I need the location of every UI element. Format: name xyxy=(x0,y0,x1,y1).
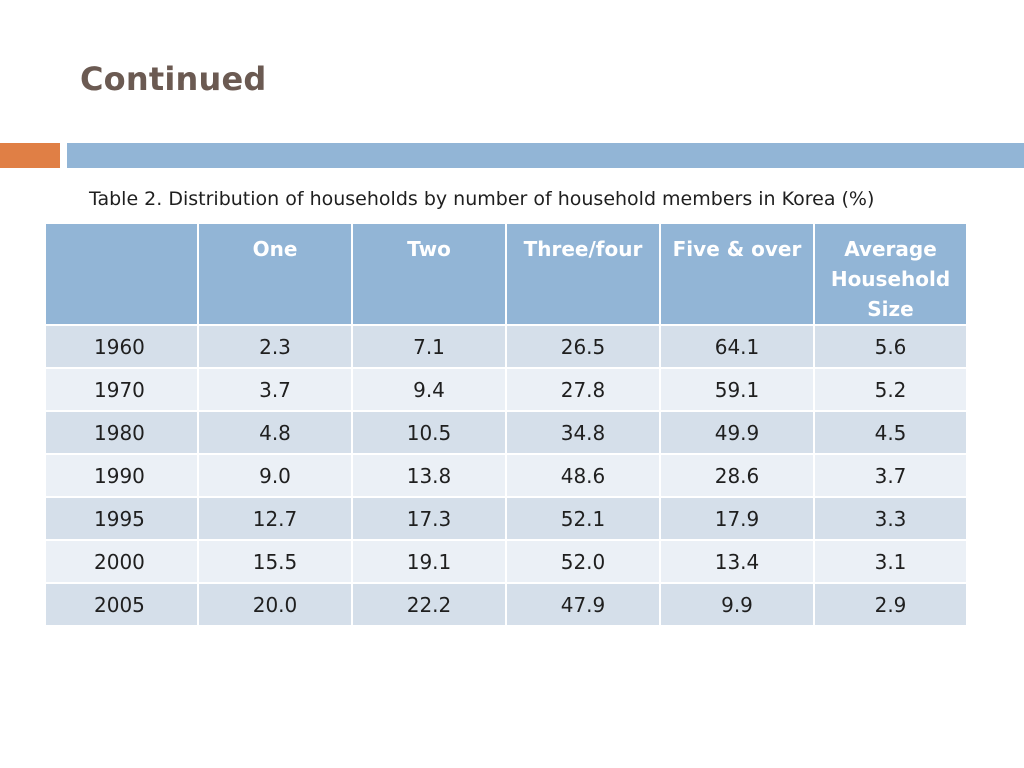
value-cell: 4.8 xyxy=(197,410,353,455)
value-cell: 52.1 xyxy=(505,496,661,541)
value-cell: 17.9 xyxy=(659,496,815,541)
header-cell-average-size: Average Household Size xyxy=(813,222,968,326)
value-cell: 34.8 xyxy=(505,410,661,455)
year-cell: 1960 xyxy=(44,324,199,369)
year-cell: 2000 xyxy=(44,539,199,584)
value-cell: 52.0 xyxy=(505,539,661,584)
table-row: 1970 3.7 9.4 27.8 59.1 5.2 xyxy=(44,367,968,412)
value-cell: 5.2 xyxy=(813,367,968,412)
table-caption: Table 2. Distribution of households by n… xyxy=(89,188,875,210)
value-cell: 28.6 xyxy=(659,453,815,498)
value-cell: 9.9 xyxy=(659,582,815,627)
value-cell: 17.3 xyxy=(351,496,507,541)
table-row: 1995 12.7 17.3 52.1 17.9 3.3 xyxy=(44,496,968,541)
year-cell: 1980 xyxy=(44,410,199,455)
table-row: 2005 20.0 22.2 47.9 9.9 2.9 xyxy=(44,582,968,627)
year-cell: 1995 xyxy=(44,496,199,541)
header-cell-three-four: Three/four xyxy=(505,222,661,326)
value-cell: 19.1 xyxy=(351,539,507,584)
value-cell: 10.5 xyxy=(351,410,507,455)
table-header-row: One Two Three/four Five & over Average H… xyxy=(44,222,968,326)
value-cell: 9.4 xyxy=(351,367,507,412)
value-cell: 20.0 xyxy=(197,582,353,627)
value-cell: 2.9 xyxy=(813,582,968,627)
table-row: 1990 9.0 13.8 48.6 28.6 3.7 xyxy=(44,453,968,498)
table-row: 1960 2.3 7.1 26.5 64.1 5.6 xyxy=(44,324,968,369)
accent-bar-orange xyxy=(0,143,60,168)
value-cell: 4.5 xyxy=(813,410,968,455)
value-cell: 26.5 xyxy=(505,324,661,369)
value-cell: 27.8 xyxy=(505,367,661,412)
header-cell-one: One xyxy=(197,222,353,326)
value-cell: 64.1 xyxy=(659,324,815,369)
value-cell: 59.1 xyxy=(659,367,815,412)
value-cell: 3.3 xyxy=(813,496,968,541)
header-cell-empty xyxy=(44,222,199,326)
value-cell: 3.7 xyxy=(813,453,968,498)
value-cell: 22.2 xyxy=(351,582,507,627)
households-table: One Two Three/four Five & over Average H… xyxy=(44,222,968,627)
year-cell: 1970 xyxy=(44,367,199,412)
value-cell: 13.4 xyxy=(659,539,815,584)
value-cell: 13.8 xyxy=(351,453,507,498)
value-cell: 15.5 xyxy=(197,539,353,584)
slide-title: Continued xyxy=(80,60,267,98)
value-cell: 9.0 xyxy=(197,453,353,498)
header-cell-five-over: Five & over xyxy=(659,222,815,326)
value-cell: 3.1 xyxy=(813,539,968,584)
value-cell: 7.1 xyxy=(351,324,507,369)
value-cell: 47.9 xyxy=(505,582,661,627)
value-cell: 2.3 xyxy=(197,324,353,369)
header-cell-two: Two xyxy=(351,222,507,326)
value-cell: 12.7 xyxy=(197,496,353,541)
value-cell: 48.6 xyxy=(505,453,661,498)
value-cell: 49.9 xyxy=(659,410,815,455)
table-row: 1980 4.8 10.5 34.8 49.9 4.5 xyxy=(44,410,968,455)
table-row: 2000 15.5 19.1 52.0 13.4 3.1 xyxy=(44,539,968,584)
value-cell: 3.7 xyxy=(197,367,353,412)
year-cell: 1990 xyxy=(44,453,199,498)
year-cell: 2005 xyxy=(44,582,199,627)
accent-bar-blue xyxy=(67,143,1024,168)
value-cell: 5.6 xyxy=(813,324,968,369)
